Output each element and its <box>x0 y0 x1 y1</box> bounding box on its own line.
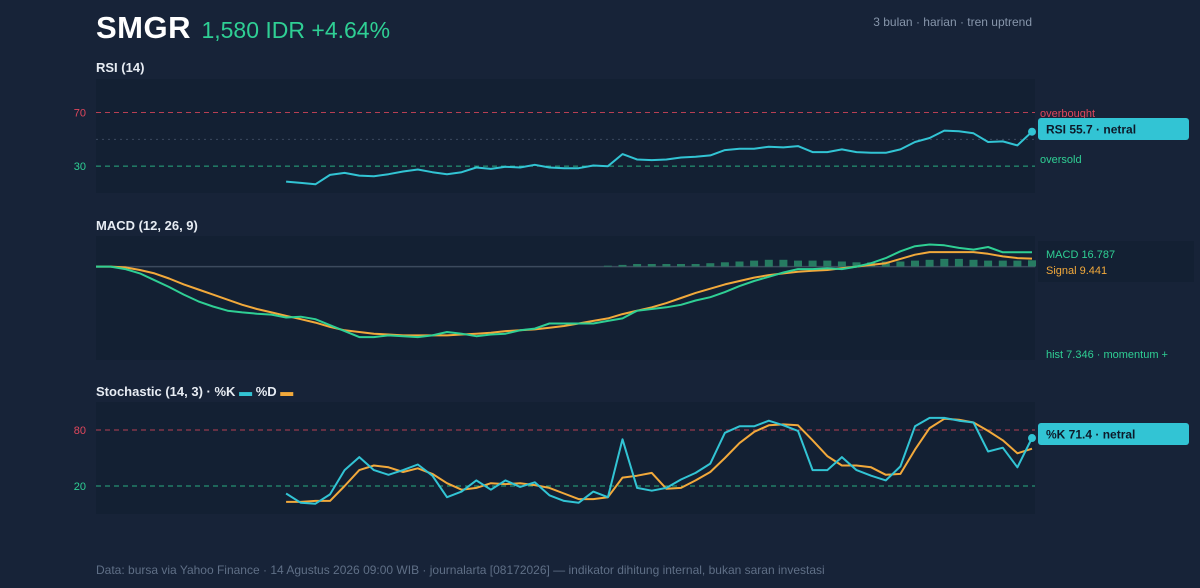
histogram-bar <box>823 260 832 267</box>
histogram-bar <box>852 262 861 267</box>
d-legend-label: %D <box>255 384 277 399</box>
histogram-bar <box>1013 260 1022 267</box>
rsi-tick-label: 70 <box>74 108 86 120</box>
rsi-tick-label: 30 <box>74 161 86 173</box>
stoch-chart: 80 20 <box>74 416 1036 505</box>
signal-value-label: Signal 9.441 <box>1046 265 1107 277</box>
price-change: 1,580 IDR +4.64% <box>201 17 391 43</box>
rsi-chart: 70 30 <box>74 108 1036 186</box>
rsi-last-point <box>1028 127 1036 136</box>
stoch-panel <box>96 402 1035 514</box>
histogram-bar <box>940 258 949 267</box>
histogram-bar <box>954 258 963 267</box>
histogram-bar <box>735 261 744 267</box>
rsi-callout-box <box>1038 118 1189 140</box>
rsi-panel <box>96 79 1035 193</box>
histogram-bar <box>618 264 627 267</box>
histogram-bar <box>925 259 934 267</box>
histogram-bar <box>911 260 919 267</box>
rsi-line <box>286 129 1033 186</box>
histogram-bar <box>720 262 729 267</box>
histogram-bar <box>750 260 759 267</box>
histogram-bar <box>764 259 773 267</box>
stoch-callout-box <box>1038 423 1189 445</box>
histogram-bar <box>794 260 802 267</box>
chart-meta: 3 bulan · harian · tren uptrend <box>873 15 1032 29</box>
macd-title: MACD (12, 26, 9) <box>96 218 198 233</box>
overbought-label: overbought <box>1040 108 1095 120</box>
histogram-bar <box>706 263 715 267</box>
percent-d-line <box>286 417 1033 503</box>
macd-line <box>96 243 1032 339</box>
hist-value-label: hist 7.346 · momentum + <box>1046 349 1168 361</box>
macd-chart <box>96 243 1036 339</box>
histogram-bar <box>969 259 978 267</box>
macd-legend-box <box>1038 241 1194 282</box>
d-legend-swatch: ▬ <box>280 384 294 399</box>
histogram-bar <box>808 260 817 267</box>
header: SMGR 1,580 IDR +4.64% <box>96 10 390 50</box>
percent-k-line <box>285 416 1033 505</box>
histogram-bar <box>998 260 1007 267</box>
stoch-title-group: Stochastic (14, 3) · %K ▬ %D ▬ <box>96 384 293 399</box>
histogram-bar <box>984 260 993 267</box>
histogram-bar <box>1028 260 1036 267</box>
macd-value-label: MACD 16.787 <box>1046 249 1115 261</box>
stoch-tick-label: 80 <box>74 425 86 437</box>
footer-source: Data: bursa via Yahoo Finance · 14 Agust… <box>96 563 825 577</box>
histogram-bar <box>837 261 846 267</box>
stoch-title: Stochastic (14, 3) · %K <box>96 384 236 399</box>
k-last-point <box>1028 434 1036 443</box>
histogram-bar <box>779 259 788 267</box>
k-legend-swatch: ▬ <box>239 384 253 399</box>
stoch-tick-label: 20 <box>74 481 86 493</box>
histogram-bar <box>633 264 642 267</box>
histogram-bar <box>691 264 700 267</box>
rsi-callout: RSI 55.7 · netral <box>1046 123 1136 137</box>
macd-panel <box>96 236 1035 360</box>
histogram-bar <box>896 261 905 267</box>
histogram-bar <box>603 265 612 267</box>
histogram-bar <box>677 264 685 267</box>
rsi-title: RSI (14) <box>96 60 145 75</box>
ticker-symbol: SMGR <box>96 10 191 45</box>
histogram-bar <box>647 264 656 267</box>
oversold-label: oversold <box>1040 154 1082 166</box>
stoch-callout: %K 71.4 · netral <box>1046 428 1135 442</box>
histogram-bar <box>662 264 671 267</box>
signal-line <box>96 251 1033 337</box>
